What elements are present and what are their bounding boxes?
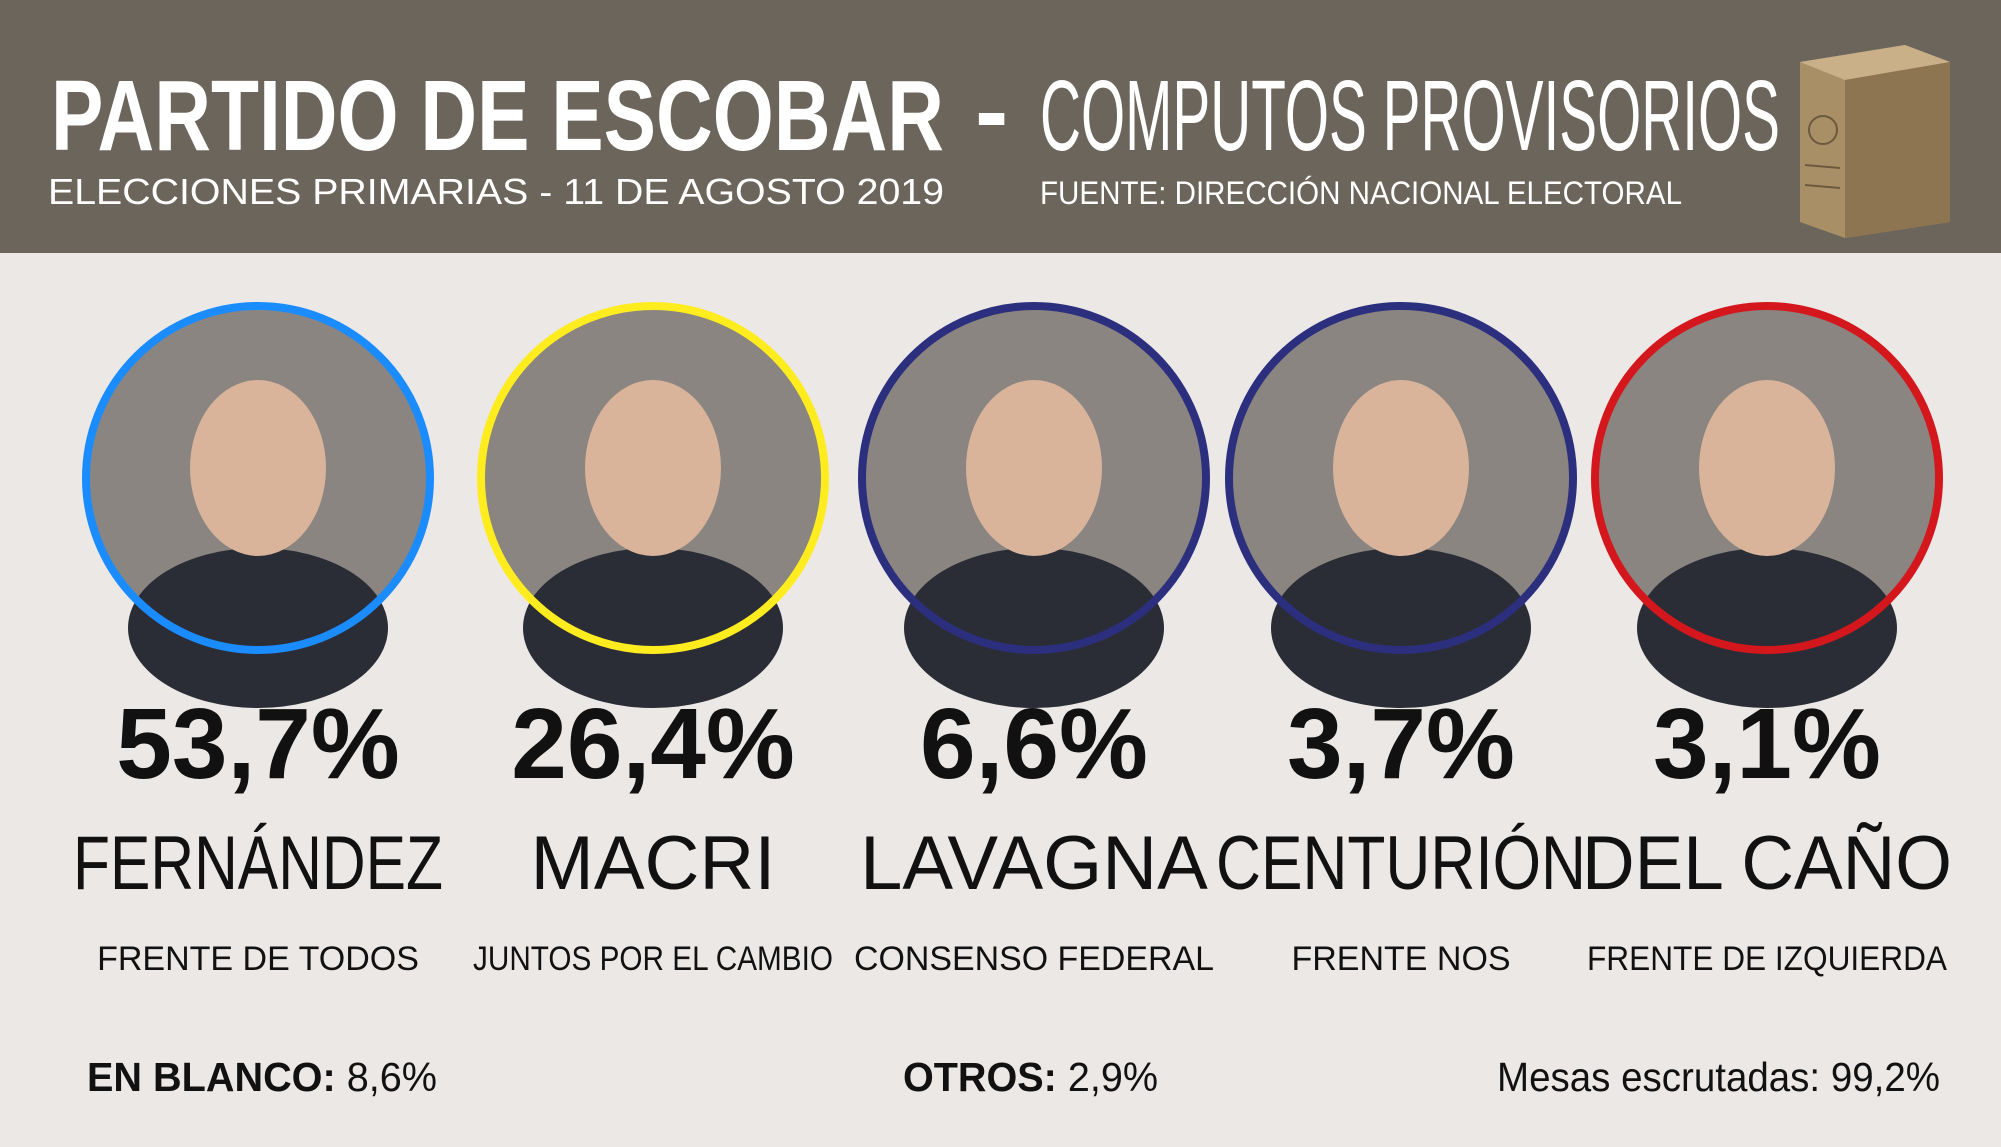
- candidate-name: MACRI: [531, 821, 776, 906]
- photo-shoulders: [128, 548, 388, 708]
- photo-head: [585, 380, 721, 556]
- title-light: COMPUTOS PROVISORIOS: [1040, 60, 1780, 172]
- blank-votes: EN BLANCO: 8,6%: [87, 1054, 437, 1100]
- photo-ring: [858, 302, 1210, 654]
- party: FRENTE DE IZQUIERDA: [1587, 940, 1947, 978]
- party: JUNTOS POR EL CAMBIO: [473, 940, 833, 978]
- photo-shoulders: [1637, 548, 1897, 708]
- blank-label: EN BLANCO:: [87, 1054, 336, 1100]
- percent: 26,4%: [511, 688, 795, 800]
- photo-ring: [1225, 302, 1577, 654]
- photo-ring: [1591, 302, 1943, 654]
- percent: 3,1%: [1653, 688, 1881, 800]
- ballot-box-icon: [1800, 45, 1950, 238]
- title-separator: -: [975, 55, 1008, 167]
- candidate-name: FERNÁNDEZ: [73, 821, 443, 906]
- candidates: 53,7% FERNÁNDEZ FRENTE DE TODOS 26,4% MACRI J…: [73, 302, 1952, 978]
- photo-head: [190, 380, 326, 556]
- title-bold: PARTIDO DE ESCOBAR: [51, 60, 944, 172]
- other-votes: OTROS: 2,9%: [903, 1054, 1158, 1100]
- party: FRENTE DE TODOS: [97, 940, 419, 978]
- photo-ring: [82, 302, 434, 654]
- source: FUENTE: DIRECCIÓN NACIONAL ELECTORAL: [1040, 175, 1682, 211]
- percent: 3,7%: [1287, 688, 1515, 800]
- candidate-name: LAVAGNA: [860, 821, 1208, 906]
- photo-head: [1333, 380, 1469, 556]
- percent: 53,7%: [116, 688, 400, 800]
- candidate-name: DEL CAÑO: [1582, 821, 1952, 906]
- subtitle: ELECCIONES PRIMARIAS - 11 DE AGOSTO 2019: [48, 171, 944, 212]
- photo-head: [966, 380, 1102, 556]
- photo-shoulders: [904, 548, 1164, 708]
- blank-value: 8,6%: [347, 1054, 437, 1100]
- header-band: [0, 0, 2001, 253]
- photo-ring: [477, 302, 829, 654]
- tables-counted: Mesas escrutadas: 99,2%: [1497, 1054, 1940, 1100]
- others-value: 2,9%: [1068, 1054, 1158, 1100]
- percent: 6,6%: [920, 688, 1148, 800]
- candidate-name: CENTURIÓN: [1216, 821, 1586, 906]
- party: FRENTE NOS: [1291, 940, 1510, 978]
- party: CONSENSO FEDERAL: [854, 940, 1214, 978]
- others-label: OTROS:: [903, 1054, 1057, 1100]
- photo-shoulders: [1271, 548, 1531, 708]
- photo-shoulders: [523, 548, 783, 708]
- photo-head: [1699, 380, 1835, 556]
